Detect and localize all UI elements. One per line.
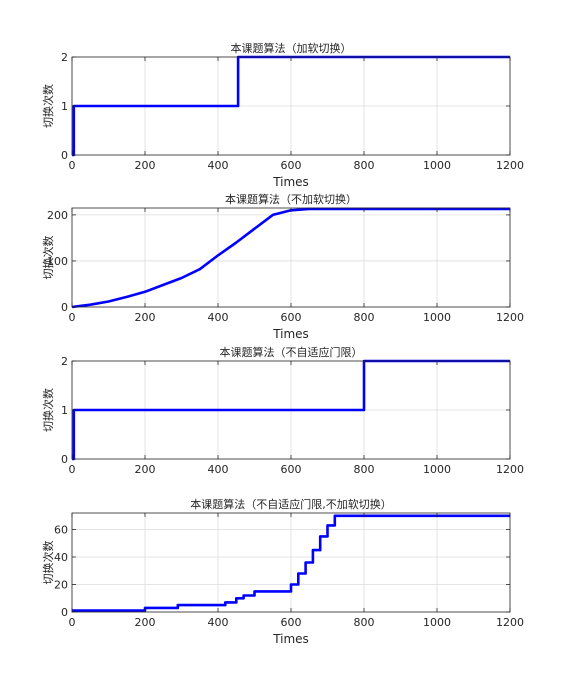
- x-tick-label: 600: [281, 159, 302, 172]
- x-tick-label: 1000: [423, 159, 451, 172]
- x-tick-label: 1200: [496, 463, 524, 476]
- subplot-3: 0 200 400 600 800 1000 1200 0 1 2 本课题算法（不自适应门限） 切换次…: [41, 345, 524, 476]
- x-tick-label: 400: [208, 159, 229, 172]
- x-tick-label: 200: [135, 311, 156, 324]
- x-tick-label: 400: [208, 311, 229, 324]
- x-tick-label: 0: [69, 463, 76, 476]
- x-axis-label: Times: [272, 632, 309, 646]
- y-tick-label: 0: [61, 301, 68, 314]
- x-tick-label: 400: [208, 616, 229, 629]
- y-axis-label: 切换次数: [41, 236, 55, 280]
- subplot-2: 0 200 400 600 800 1000 1200 0 100 200 本课题算法（不加软切换）…: [41, 192, 524, 341]
- y-axis-label: 切换次数: [41, 84, 55, 128]
- y-axis-label: 切换次数: [41, 541, 55, 585]
- y-tick-label: 0: [61, 149, 68, 162]
- chart-title: 本课题算法（不加软切换）: [225, 192, 357, 206]
- series-line-1: [72, 514, 510, 612]
- x-tick-label: 800: [354, 463, 375, 476]
- chart-title: 本课题算法（加软切换）: [231, 41, 352, 55]
- y-tick-label: 200: [47, 209, 68, 222]
- x-tick-label: 800: [354, 159, 375, 172]
- y-tick-label: 0: [61, 606, 68, 619]
- x-tick-label: 0: [69, 616, 76, 629]
- x-axis-label: Times: [272, 175, 309, 189]
- subplot-1: 0 200 400 600 800 1000 1200 0 1 2 本课题算法（加软切换） Times…: [41, 41, 524, 189]
- y-axis-label: 切换次数: [41, 388, 55, 432]
- x-tick-label: 1200: [496, 616, 524, 629]
- series-line-1: [71, 207, 510, 309]
- x-tick-label: 1200: [496, 311, 524, 324]
- x-tick-label: 0: [69, 159, 76, 172]
- x-tick-label: 800: [354, 311, 375, 324]
- y-tick-label: 1: [61, 100, 68, 113]
- y-tick-label: 40: [54, 551, 68, 564]
- y-tick-label: 0: [61, 453, 68, 466]
- x-tick-label: 0: [69, 311, 76, 324]
- x-tick-label: 1000: [423, 311, 451, 324]
- chart-title: 本课题算法（不自适应门限）: [220, 345, 363, 359]
- x-tick-label: 1200: [496, 159, 524, 172]
- y-tick-label: 20: [54, 579, 68, 592]
- x-tick-label: 1000: [423, 463, 451, 476]
- x-tick-label: 200: [135, 463, 156, 476]
- x-tick-label: 600: [281, 311, 302, 324]
- x-tick-label: 600: [281, 463, 302, 476]
- x-tick-label: 200: [135, 616, 156, 629]
- y-tick-label: 2: [61, 51, 68, 64]
- x-axis-label: Times: [272, 327, 309, 341]
- x-tick-label: 600: [281, 616, 302, 629]
- chart-title: 本课题算法（不自适应门限,不加软切换）: [190, 497, 392, 511]
- y-tick-label: 1: [61, 404, 68, 417]
- y-tick-label: 60: [54, 524, 68, 537]
- subplot-4: 0 200 400 600 800 1000 1200 0 20 40 60 本课题算法（不自适应门限…: [41, 497, 524, 646]
- x-tick-label: 200: [135, 159, 156, 172]
- x-tick-label: 800: [354, 616, 375, 629]
- y-tick-label: 2: [61, 355, 68, 368]
- x-tick-label: 1000: [423, 616, 451, 629]
- x-tick-label: 400: [208, 463, 229, 476]
- y-tick-label: 100: [47, 255, 68, 268]
